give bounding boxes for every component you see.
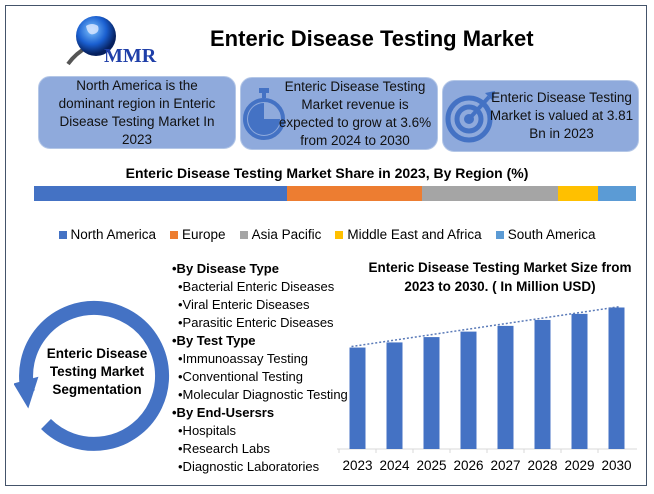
share-legend: North America Europe Asia Pacific Middle Ea…	[0, 227, 654, 242]
bar-2025	[423, 337, 440, 449]
chart-title: Enteric Disease Testing Market Size from…	[368, 260, 632, 294]
legend-swatch	[335, 230, 344, 239]
segmentation-title: Enteric Disease Testing Market Segmentat…	[46, 346, 148, 397]
legend-swatch	[58, 230, 67, 239]
x-tick-label: 2023	[342, 458, 372, 473]
segment-item: •Conventional Testing	[178, 369, 304, 384]
x-tick-label: 2025	[416, 458, 446, 473]
bar-2027	[497, 325, 514, 449]
stopwatch-icon	[243, 88, 285, 140]
legend-swatch	[239, 230, 248, 239]
segment-item: •Molecular Diagnostic Testing	[178, 387, 348, 402]
market-size-chart: 2023 2024 2025 2026 2027 2028 2029 2030	[337, 305, 637, 473]
share-bar	[34, 186, 636, 201]
legend-swatch	[495, 230, 504, 239]
info-card-region: North America is the dominant region in …	[38, 76, 236, 149]
legend-item: Europe	[170, 227, 226, 242]
bar-2030	[608, 307, 625, 449]
x-tick-label: 2030	[601, 458, 631, 473]
bar-2024	[386, 342, 403, 449]
segment-item: •Diagnostic Laboratories	[178, 459, 320, 474]
trendline	[351, 305, 621, 348]
legend-label: Europe	[182, 227, 226, 242]
target-icon	[445, 91, 495, 143]
x-tick-label: 2028	[527, 458, 557, 473]
x-tick-label: 2024	[379, 458, 410, 473]
bar-2026	[460, 331, 477, 449]
share-title: Enteric Disease Testing Market Share in …	[125, 165, 529, 181]
segment-item: •Research Labs	[178, 441, 270, 456]
share-segment-south-america	[598, 186, 636, 201]
segment-item: •Parasitic Enteric Diseases	[178, 315, 334, 330]
circular-arrow-icon	[14, 300, 170, 451]
segment-item: •Bacterial Enteric Diseases	[178, 279, 335, 294]
share-segment-asia-pacific	[422, 186, 558, 201]
info-card-growth: Enteric Disease Testing Market revenue i…	[240, 77, 438, 150]
frame-border	[5, 5, 647, 486]
segment-heading: •By Test Type	[172, 333, 256, 348]
card-text: North America is the dominant region in …	[58, 77, 216, 147]
logo-text: MMR	[104, 45, 157, 67]
card-text: Enteric Disease Testing Market is valued…	[489, 90, 634, 141]
x-tick-label: 2027	[490, 458, 520, 473]
mmr-logo: MMR	[66, 16, 157, 67]
share-segment-middle-east-and-africa	[557, 186, 599, 201]
legend-item: Middle East and Africa	[335, 227, 482, 242]
legend-swatch	[170, 230, 179, 239]
bar-2023	[349, 347, 366, 449]
segment-item: •Hospitals	[178, 423, 237, 438]
legend-label: Middle East and Africa	[347, 227, 482, 242]
bar-2029	[571, 313, 588, 449]
page-title: Enteric Disease Testing Market	[210, 26, 534, 51]
share-segment-europe	[286, 186, 423, 201]
x-tick-label: 2026	[453, 458, 483, 473]
legend-label: South America	[507, 227, 596, 242]
segment-heading: •By Disease Type	[172, 261, 279, 276]
segment-heading: •By End-Usersrs	[172, 405, 275, 420]
legend-label: Asia Pacific	[251, 227, 322, 242]
segmentation-list: •By Disease Type •Bacterial Enteric Disea…	[172, 260, 348, 476]
bar-2028	[534, 319, 551, 449]
legend-item: Asia Pacific	[239, 227, 322, 242]
segment-item: •Immunoassay Testing	[178, 351, 309, 366]
info-card-value: Enteric Disease Testing Market is valued…	[442, 80, 639, 152]
card-text: Enteric Disease Testing Market revenue i…	[278, 78, 432, 148]
legend-item: North America	[58, 227, 157, 242]
legend-label: North America	[70, 227, 157, 242]
share-segment-north-america	[34, 186, 287, 201]
legend-item: South America	[495, 227, 596, 242]
segment-item: •Viral Enteric Diseases	[178, 297, 310, 312]
x-tick-label: 2029	[564, 458, 594, 473]
